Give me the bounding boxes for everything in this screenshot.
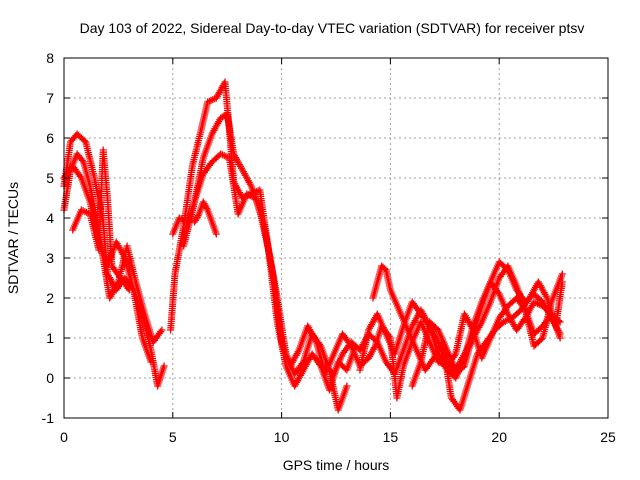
chart-title: Day 103 of 2022, Sidereal Day-to-day VTE… xyxy=(80,20,585,36)
plot-frame xyxy=(63,57,609,419)
y-tick-label: 5 xyxy=(46,170,54,186)
y-tick-label: 6 xyxy=(46,130,54,146)
y-tick-label: 3 xyxy=(46,250,54,266)
series-sat-d xyxy=(69,146,133,294)
data-point-markers xyxy=(365,270,566,402)
series-sat-h xyxy=(191,198,220,238)
data-point-markers xyxy=(69,146,133,294)
x-tick-label: 20 xyxy=(491,429,507,445)
y-tick-label: 4 xyxy=(46,210,54,226)
x-axis-label: GPS time / hours xyxy=(283,457,390,473)
data-points xyxy=(60,78,566,414)
y-tick-label: -1 xyxy=(42,410,55,426)
x-tick-label: 5 xyxy=(169,429,177,445)
series-sat-m xyxy=(365,270,566,402)
x-tick-label: 15 xyxy=(383,429,399,445)
x-axis-ticks: 0 5 10 15 20 25 xyxy=(60,58,616,445)
y-tick-label: 0 xyxy=(46,370,54,386)
y-axis-label: SDTVAR / TECUs xyxy=(5,182,21,294)
y-tick-label: 8 xyxy=(46,50,54,66)
y-tick-label: 7 xyxy=(46,90,54,106)
data-point-markers xyxy=(191,198,220,238)
x-tick-label: 10 xyxy=(274,429,290,445)
y-tick-label: 2 xyxy=(46,290,54,306)
series-sat-g xyxy=(169,150,373,378)
x-tick-label: 25 xyxy=(600,429,616,445)
y-tick-label: 1 xyxy=(46,330,54,346)
y-axis-ticks: -1 0 1 2 3 4 5 6 7 8 xyxy=(42,50,608,426)
data-point-markers xyxy=(169,150,373,378)
x-tick-label: 0 xyxy=(60,429,68,445)
